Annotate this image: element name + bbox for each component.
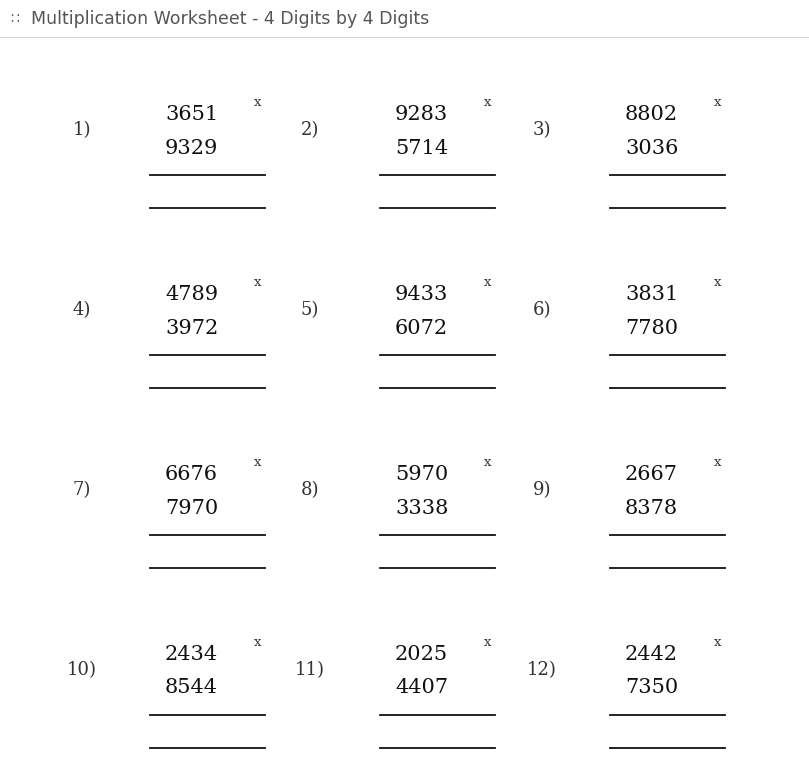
Text: 6): 6)	[533, 301, 551, 319]
Text: x: x	[714, 276, 722, 289]
Text: 4): 4)	[73, 301, 91, 319]
Text: 5970: 5970	[395, 465, 448, 484]
Text: 8544: 8544	[165, 679, 218, 698]
Text: 7350: 7350	[625, 679, 678, 698]
Text: 2442: 2442	[625, 646, 678, 665]
Text: 8802: 8802	[625, 106, 678, 125]
Text: 7): 7)	[73, 481, 91, 499]
Text: 7970: 7970	[165, 499, 218, 517]
Text: 3036: 3036	[625, 138, 679, 158]
Text: 3338: 3338	[395, 499, 448, 517]
Text: x: x	[254, 276, 261, 289]
Text: 1): 1)	[73, 121, 91, 139]
Text: 4789: 4789	[165, 285, 218, 304]
Text: x: x	[484, 276, 492, 289]
Text: 8): 8)	[301, 481, 320, 499]
Text: ∷: ∷	[10, 12, 19, 26]
Text: 3): 3)	[533, 121, 551, 139]
Text: x: x	[714, 457, 722, 470]
Text: 12): 12)	[527, 661, 557, 679]
Text: 8378: 8378	[625, 499, 678, 517]
Text: 4407: 4407	[395, 679, 448, 698]
Text: x: x	[254, 457, 261, 470]
Text: 9433: 9433	[395, 285, 448, 304]
Text: x: x	[484, 457, 492, 470]
Text: 2667: 2667	[625, 465, 678, 484]
Text: 5714: 5714	[395, 138, 448, 158]
Text: 11): 11)	[295, 661, 325, 679]
Text: 9283: 9283	[395, 106, 448, 125]
Text: x: x	[254, 636, 261, 649]
Text: 7780: 7780	[625, 318, 678, 337]
Text: 6676: 6676	[165, 465, 218, 484]
Text: x: x	[484, 96, 492, 109]
Text: 6072: 6072	[395, 318, 448, 337]
Text: 3651: 3651	[165, 106, 218, 125]
Text: Multiplication Worksheet - 4 Digits by 4 Digits: Multiplication Worksheet - 4 Digits by 4…	[31, 10, 429, 28]
Text: x: x	[254, 96, 261, 109]
Text: 10): 10)	[67, 661, 97, 679]
Text: 5): 5)	[301, 301, 320, 319]
Text: x: x	[714, 636, 722, 649]
Text: 3972: 3972	[165, 318, 218, 337]
Text: 9): 9)	[533, 481, 551, 499]
Text: 2434: 2434	[165, 646, 218, 665]
Text: 9329: 9329	[165, 138, 218, 158]
Text: x: x	[714, 96, 722, 109]
Text: 2): 2)	[301, 121, 320, 139]
Text: 2025: 2025	[395, 646, 448, 665]
Text: x: x	[484, 636, 492, 649]
Text: 3831: 3831	[625, 285, 679, 304]
